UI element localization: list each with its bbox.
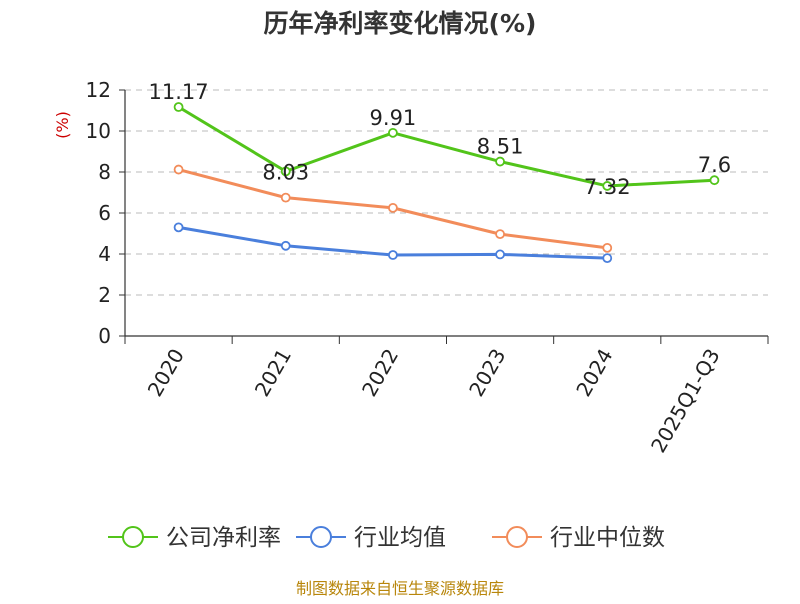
chart-title: 历年净利率变化情况(%) <box>264 9 537 38</box>
data-label: 8.51 <box>477 135 524 159</box>
data-point <box>280 166 291 177</box>
legend-item-0: 公司净利率 <box>108 525 281 551</box>
data-label: 8.03 <box>262 160 309 184</box>
y-tick-label: 4 <box>98 242 111 266</box>
y-tick-label: 10 <box>86 119 111 143</box>
x-tick-label: 2025Q1-Q3 <box>646 345 725 457</box>
x-tick-label: 2021 <box>250 345 296 401</box>
data-point <box>388 250 398 260</box>
y-tick-label: 12 <box>86 78 111 102</box>
x-tick-label: 2023 <box>464 345 510 401</box>
axes: 0 2 4 6 8 10 12 2020 2021 2022 2023 2024 2025Q1-Q3 <box>86 78 769 457</box>
y-tick-label: 0 <box>98 324 111 348</box>
data-point <box>602 181 613 191</box>
legend-item-1: 行业均值 <box>296 525 446 551</box>
legend-label: 公司净利率 <box>166 525 281 551</box>
legend-marker <box>122 526 144 548</box>
legend-label: 行业均值 <box>354 525 446 551</box>
data-point <box>173 102 184 112</box>
data-labels: 11.17 8.03 9.91 8.51 7.32 7.6 <box>149 80 732 199</box>
legend-marker <box>506 526 528 548</box>
y-unit-label: (%) <box>53 111 72 139</box>
data-point <box>602 242 613 253</box>
source-note: 制图数据来自恒生聚源数据库 <box>296 579 504 598</box>
data-point <box>602 253 613 264</box>
data-label: 7.32 <box>584 175 631 199</box>
series-line-0 <box>177 105 715 188</box>
y-tick-label: 6 <box>98 201 111 225</box>
data-label: 11.17 <box>149 80 209 104</box>
y-tick-label: 2 <box>98 283 111 307</box>
grid-lines <box>125 89 768 296</box>
legend: 公司净利率 行业均值 行业中位数 <box>108 525 665 551</box>
data-point <box>495 156 505 167</box>
y-tick-label: 8 <box>98 160 111 184</box>
x-tick-label: 2022 <box>357 345 403 401</box>
data-label: 9.91 <box>370 106 417 130</box>
series-layer <box>173 102 720 264</box>
data-point <box>495 249 505 260</box>
data-label: 7.6 <box>698 153 731 177</box>
x-tick-label: 2020 <box>143 345 189 401</box>
legend-marker <box>310 526 332 548</box>
data-point <box>173 222 184 233</box>
data-point <box>709 175 720 186</box>
data-point <box>388 202 398 213</box>
data-point <box>173 164 184 175</box>
legend-item-2: 行业中位数 <box>492 525 665 551</box>
data-point <box>280 192 291 203</box>
data-point <box>280 240 291 251</box>
x-tick-label: 2024 <box>571 345 617 401</box>
data-point <box>495 229 505 240</box>
legend-label: 行业中位数 <box>550 525 665 551</box>
data-point <box>388 127 398 138</box>
